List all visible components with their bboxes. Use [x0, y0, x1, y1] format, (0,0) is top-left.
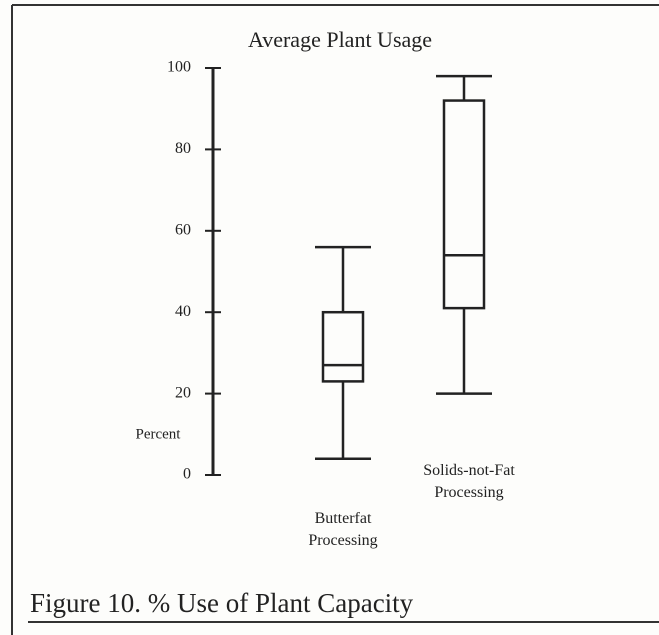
y-tick-label: 40 — [175, 303, 191, 320]
category-label: Butterfat Processing — [308, 510, 378, 549]
category-label: Solids-not-Fat Processing — [423, 462, 515, 501]
y-tick-label: 60 — [175, 221, 191, 238]
box — [321, 310, 365, 383]
y-tick-label: 0 — [183, 466, 191, 483]
y-tick-label: 100 — [167, 59, 191, 76]
box — [442, 99, 486, 310]
y-tick-label: 20 — [175, 384, 191, 401]
y-tick-label: 80 — [175, 140, 191, 157]
caption: Figure 10. % Use of Plant Capacity — [30, 588, 414, 618]
y-axis-label: Percent — [136, 426, 182, 442]
chart-title: Average Plant Usage — [248, 27, 432, 52]
